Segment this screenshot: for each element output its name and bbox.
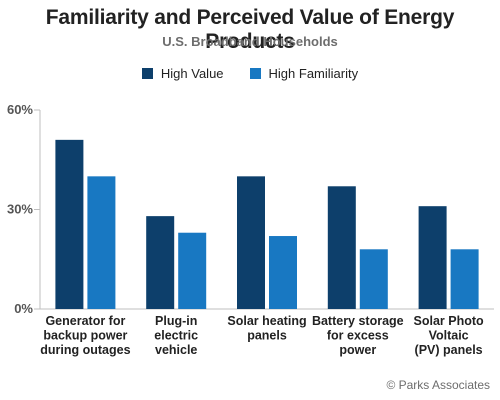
bar-high-value <box>237 176 265 309</box>
bar-high-familiarity <box>178 232 207 309</box>
y-tick-label: 60% <box>7 102 33 117</box>
x-tick-label-line: power <box>339 343 376 357</box>
x-tick-label-line: Voltaic <box>429 329 469 343</box>
y-tick-label: 0% <box>14 301 33 316</box>
chart-title: Familiarity and Perceived Value of Energ… <box>45 6 455 53</box>
bar-high-familiarity <box>269 236 297 309</box>
x-tick-label-line: during outages <box>40 343 130 357</box>
copyright-text: © Parks Associates <box>386 378 490 392</box>
bar-high-familiarity <box>450 249 479 309</box>
bar-high-value <box>146 216 175 309</box>
legend-label-high-familiarity: High Familiarity <box>268 66 359 81</box>
legend-swatch-high-familiarity <box>249 68 261 79</box>
x-tick-label-line: panels <box>247 329 287 343</box>
x-tick-label-line: (PV) panels <box>415 343 483 357</box>
bar-high-value <box>55 139 84 309</box>
x-tick-label-line: electric <box>154 329 198 343</box>
chart-subtitle: U.S. Broadband Households <box>162 34 338 49</box>
x-tick-label: Battery storage for excess power <box>312 314 404 357</box>
x-tick-label-line: Plug-in <box>155 314 197 328</box>
x-tick-label: Plug-in electric vehicle <box>154 314 198 357</box>
y-tick-label: 30% <box>7 202 33 217</box>
legend-item-high-value: High Value <box>141 66 224 81</box>
x-tick-label: Solar Photo Voltaic (PV) panels <box>414 314 485 357</box>
bar-high-value <box>418 206 447 309</box>
x-tick-label-line: for excess <box>327 329 389 343</box>
bar-high-familiarity <box>87 176 116 309</box>
bar-high-familiarity <box>359 249 388 309</box>
x-tick-label-line: Generator for <box>45 314 125 328</box>
x-tick-label-line: vehicle <box>155 343 197 357</box>
x-tick-label: Generator for backup power during outages <box>40 314 130 357</box>
x-tick-label-line: Solar Photo <box>414 314 485 328</box>
legend-swatch-high-value <box>141 68 153 79</box>
x-tick-label-line: Solar heating <box>227 314 306 328</box>
legend: High Value High Familiarity <box>0 66 500 81</box>
bar-high-value <box>327 186 356 309</box>
legend-item-high-familiarity: High Familiarity <box>249 66 359 81</box>
x-tick-label-line: Battery storage <box>312 314 404 328</box>
x-tick-label: Solar heating panels <box>227 314 306 343</box>
x-tick-label-line: backup power <box>43 329 127 343</box>
legend-label-high-value: High Value <box>160 66 224 81</box>
